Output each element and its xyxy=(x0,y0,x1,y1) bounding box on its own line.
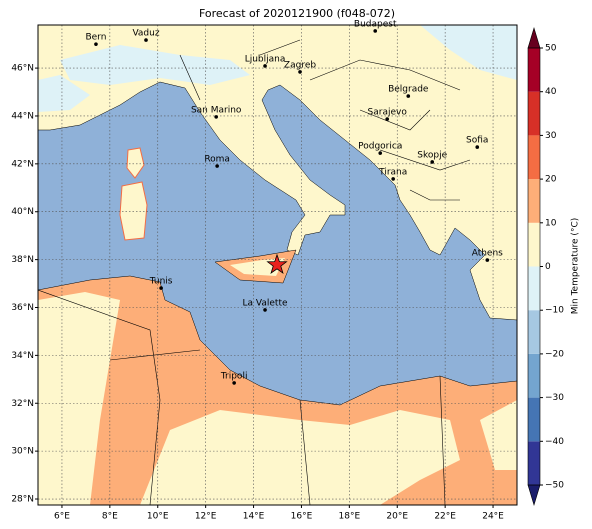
colorbar-tick-label: −10 xyxy=(545,306,564,316)
x-tick-label: 6°E xyxy=(54,512,70,522)
city-marker xyxy=(263,64,267,68)
city-label: Belgrade xyxy=(388,85,429,95)
city-label: Tripoli xyxy=(220,371,248,381)
colorbar-label: Min Temperature (°C) xyxy=(571,218,581,315)
city-label: Budapest xyxy=(354,19,397,29)
colorbar-tick-label: −40 xyxy=(545,437,564,447)
colorbar-tick-label: 40 xyxy=(545,87,557,97)
city-marker xyxy=(232,381,236,385)
y-tick-label: 40°N xyxy=(11,207,34,217)
colorbar: −50 −40 −30 −20 −10 0 10 20 30 40 50 xyxy=(527,26,564,507)
map: 6°E 8°E 10°E 12°E 14°E 16°E 18°E 20°E 22°E 24°E 28… xyxy=(11,19,518,522)
y-tick-label: 38°N xyxy=(11,255,34,265)
title: Forecast of 2020121900 (f048-072) xyxy=(199,7,395,20)
city-label: Vaduz xyxy=(132,29,159,39)
city-label: La Valette xyxy=(243,298,288,308)
star-marker xyxy=(266,253,288,274)
city-marker xyxy=(144,38,148,42)
city-marker xyxy=(94,42,98,46)
corsica xyxy=(126,147,145,179)
city-marker xyxy=(391,177,395,181)
sardinia xyxy=(119,181,148,241)
colorbar-tick-label: 0 xyxy=(545,262,551,272)
x-tick-label: 16°E xyxy=(291,512,313,522)
city-marker xyxy=(430,160,435,164)
y-tick-label: 44°N xyxy=(11,111,34,121)
colorbar-tick-label: −50 xyxy=(545,481,564,491)
city-label: Roma xyxy=(204,155,230,165)
x-tick-label: 24°E xyxy=(482,512,504,522)
city-marker xyxy=(378,151,383,155)
y-tick-label: 30°N xyxy=(11,447,34,457)
x-tick-label: 12°E xyxy=(195,512,217,522)
city-label: Bern xyxy=(85,33,106,43)
city-label: Sarajevo xyxy=(368,108,408,118)
africa-cool-east xyxy=(480,400,517,470)
colorbar-band xyxy=(528,441,540,485)
city-marker xyxy=(406,94,411,98)
city-marker xyxy=(215,164,219,168)
colorbar-band xyxy=(528,353,540,398)
city-label: Sofia xyxy=(466,136,488,146)
colorbar-band xyxy=(528,179,540,223)
y-tick-label: 28°N xyxy=(11,495,34,505)
colorbar-over xyxy=(527,26,541,49)
africa-cool-south xyxy=(140,410,460,505)
x-tick-label: 10°E xyxy=(147,512,169,522)
city-marker xyxy=(475,145,480,149)
colorbar-tick-label: 20 xyxy=(545,175,557,185)
city-label: Athens xyxy=(472,249,503,259)
city-marker xyxy=(298,70,302,74)
x-tick-label: 22°E xyxy=(434,512,456,522)
city-label: Podgorica xyxy=(358,142,402,152)
colorbar-tick-label: 30 xyxy=(545,131,557,141)
city-marker xyxy=(373,29,378,33)
y-tick-label: 42°N xyxy=(11,159,34,169)
colorbar-band xyxy=(528,135,540,180)
west-cold xyxy=(38,75,90,112)
colorbar-under xyxy=(527,484,541,507)
alps-cold xyxy=(60,45,250,85)
y-tick-label: 46°N xyxy=(11,64,34,74)
city-label: Zagreb xyxy=(284,60,316,70)
africa-cool-west xyxy=(38,292,120,505)
city-marker xyxy=(385,117,389,121)
y-tick-label: 36°N xyxy=(11,303,34,313)
colorbar-tick-label: 50 xyxy=(545,44,557,54)
y-tick-label: 32°N xyxy=(11,399,34,409)
colorbar-band xyxy=(528,397,540,442)
colorbar-band xyxy=(528,48,540,92)
city-label: Ljubljana xyxy=(245,54,286,64)
colorbar-tick-label: −30 xyxy=(545,393,564,403)
city-marker xyxy=(159,286,163,290)
borders xyxy=(38,39,471,505)
city-marker xyxy=(485,258,490,262)
colorbar-band xyxy=(528,91,540,136)
x-tick-label: 20°E xyxy=(386,512,408,522)
y-tick-label: 34°N xyxy=(11,351,34,361)
colorbar-tick-label: 10 xyxy=(545,218,557,228)
city-label: San Marino xyxy=(191,105,242,115)
colorbar-band xyxy=(528,266,540,311)
colorbar-band xyxy=(528,310,540,354)
city-marker xyxy=(214,115,218,119)
city-label: Tirana xyxy=(378,167,407,177)
map-frame xyxy=(37,24,518,506)
city-marker xyxy=(263,308,267,312)
city-label: Skopje xyxy=(417,150,447,160)
x-tick-label: 14°E xyxy=(243,512,265,522)
colorbar-tick-label: −20 xyxy=(545,349,564,359)
x-tick-label: 8°E xyxy=(102,512,118,522)
x-tick-label: 18°E xyxy=(339,512,361,522)
north-east-cold xyxy=(420,25,517,80)
colorbar-band xyxy=(528,222,540,267)
city-label: Tunis xyxy=(149,277,173,287)
